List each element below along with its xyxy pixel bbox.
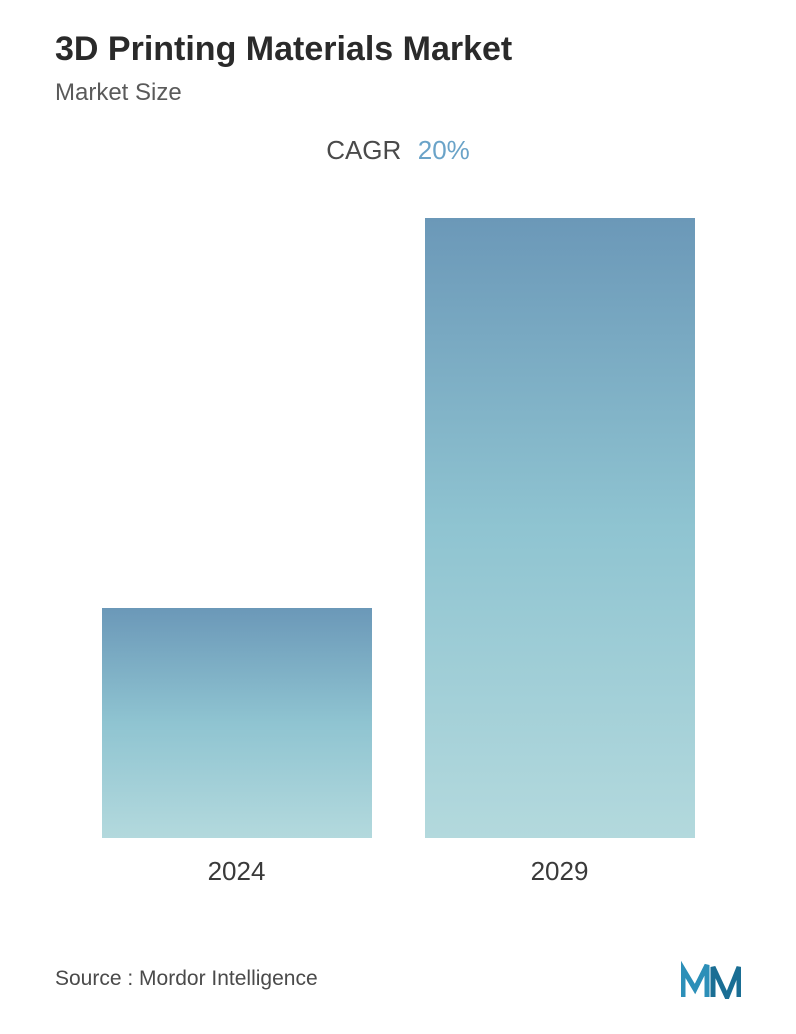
cagr-value: 20% [418, 135, 470, 165]
x-label-2029: 2029 [425, 856, 695, 887]
chart-footer: Source : Mordor Intelligence [55, 959, 741, 999]
bar-2029 [425, 218, 695, 838]
cagr-label: CAGR [326, 135, 401, 165]
chart-title: 3D Printing Materials Market [55, 30, 741, 69]
source-text: Source : Mordor Intelligence [55, 967, 318, 991]
bars-area [55, 208, 741, 838]
chart-region: 2024 2029 [55, 208, 741, 888]
chart-subtitle: Market Size [55, 79, 741, 107]
cagr-row: CAGR 20% [55, 135, 741, 166]
bar-2024 [102, 608, 372, 838]
x-axis-labels: 2024 2029 [55, 838, 741, 887]
brand-logo-icon [681, 959, 741, 999]
x-label-2024: 2024 [102, 856, 372, 887]
